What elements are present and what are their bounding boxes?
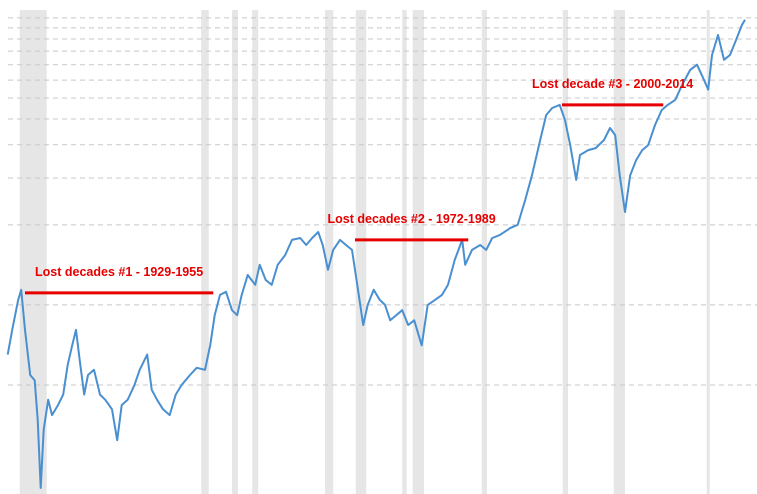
shaded-band — [252, 10, 259, 494]
shaded-band — [19, 10, 47, 494]
shaded-band — [706, 10, 710, 494]
shaded-band — [562, 10, 568, 494]
shaded-band — [402, 10, 407, 494]
shaded-band — [231, 10, 238, 494]
shaded-band — [481, 10, 487, 494]
annotation-label: Lost decades #2 - 1972-1989 — [328, 212, 496, 226]
data-line — [6, 19, 746, 489]
shaded-band — [201, 10, 209, 494]
annotation-label: Lost decade #3 - 2000-2014 — [532, 77, 693, 91]
shaded-band — [613, 10, 625, 494]
annotation-label: Lost decades #1 - 1929-1955 — [35, 265, 203, 279]
shaded-band — [355, 10, 367, 494]
shaded-band — [412, 10, 424, 494]
shaded-band — [324, 10, 334, 494]
